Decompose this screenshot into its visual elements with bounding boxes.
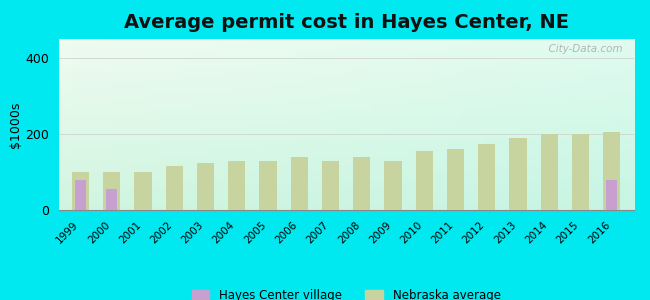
Legend: Hayes Center village, Nebraska average: Hayes Center village, Nebraska average xyxy=(187,284,505,300)
Bar xyxy=(166,166,183,210)
Bar xyxy=(103,172,120,210)
Bar xyxy=(353,157,370,210)
Text: City-Data.com: City-Data.com xyxy=(541,44,622,54)
Bar xyxy=(603,132,621,210)
Y-axis label: $1000s: $1000s xyxy=(9,101,22,148)
Bar xyxy=(75,180,86,210)
Bar xyxy=(384,160,402,210)
Bar xyxy=(106,189,117,210)
Bar xyxy=(447,149,464,210)
Bar xyxy=(606,180,618,210)
Bar xyxy=(259,161,276,210)
Bar xyxy=(135,172,151,210)
Bar xyxy=(291,157,308,210)
Bar xyxy=(416,151,433,210)
Bar xyxy=(541,134,558,210)
Bar xyxy=(322,160,339,210)
Bar xyxy=(510,138,526,210)
Bar xyxy=(228,160,245,210)
Bar xyxy=(197,163,214,210)
Bar xyxy=(72,172,89,210)
Title: Average permit cost in Hayes Center, NE: Average permit cost in Hayes Center, NE xyxy=(124,13,569,32)
Bar xyxy=(478,143,495,210)
Bar xyxy=(572,134,589,210)
